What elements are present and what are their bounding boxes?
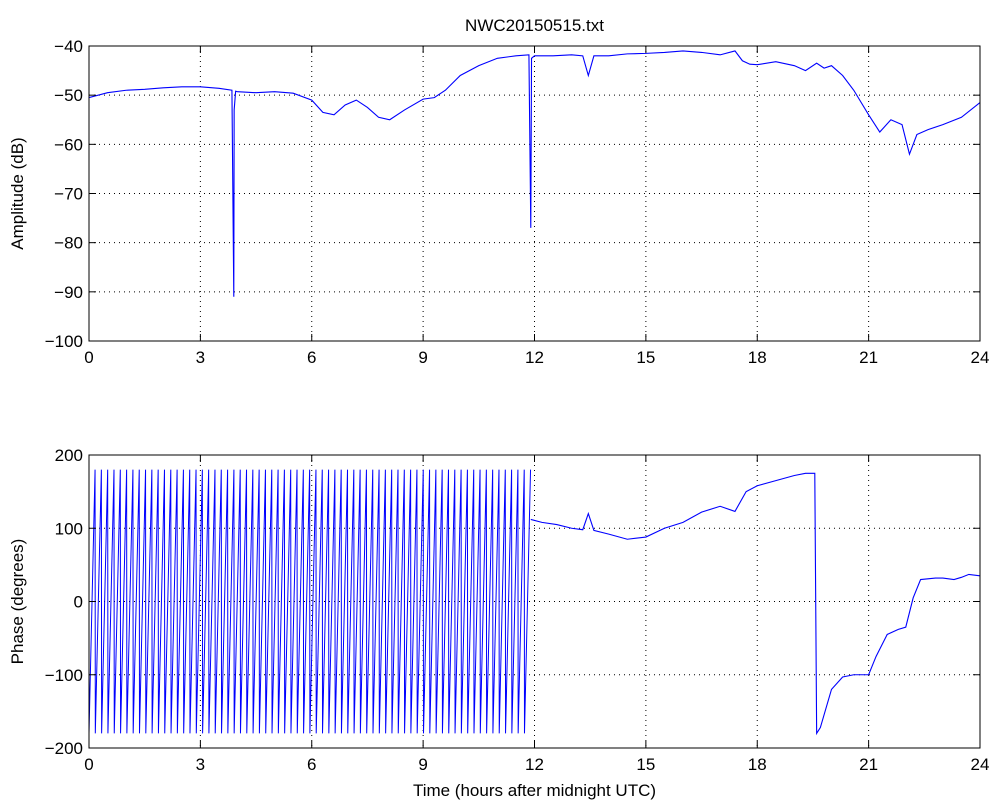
series-line-0 xyxy=(89,50,980,297)
chart-title: NWC20150515.txt xyxy=(465,16,604,35)
y-tick-label: −70 xyxy=(54,185,83,204)
x-tick-label: 3 xyxy=(196,348,205,367)
y-tick-label: −100 xyxy=(45,666,83,685)
x-tick-label: 18 xyxy=(748,348,767,367)
x-tick-label: 6 xyxy=(307,348,316,367)
x-tick-label: 18 xyxy=(748,755,767,774)
plot-panel-0: 0 3 6 9 12 15 18 21 24 −100 −90 −80 −70 −60 −50 −40 NWC2… xyxy=(8,16,989,367)
y-tick-label: 200 xyxy=(55,446,83,465)
x-tick-label: 6 xyxy=(307,755,316,774)
x-tick-label: 9 xyxy=(418,755,427,774)
x-tick-label: 21 xyxy=(859,348,878,367)
y-tick-label: −40 xyxy=(54,37,83,56)
x-tick-label: 15 xyxy=(636,348,655,367)
x-tick-label: 12 xyxy=(525,348,544,367)
y-tick-label: −60 xyxy=(54,135,83,154)
x-tick-label: 0 xyxy=(84,755,93,774)
x-tick-label: 24 xyxy=(971,348,990,367)
y-tick-label: 0 xyxy=(74,593,83,612)
y-tick-label: −200 xyxy=(45,739,83,758)
x-tick-label: 12 xyxy=(525,755,544,774)
x-tick-label: 21 xyxy=(859,755,878,774)
series-wrapped-phase xyxy=(89,469,532,734)
x-tick-label: 9 xyxy=(418,348,427,367)
x-tick-label: 0 xyxy=(84,348,93,367)
y-tick-label: −50 xyxy=(54,86,83,105)
x-tick-label: 15 xyxy=(636,755,655,774)
y-axis-label: Amplitude (dB) xyxy=(8,137,27,249)
y-tick-label: −100 xyxy=(45,332,83,351)
y-tick-label: −90 xyxy=(54,283,83,302)
x-axis-label: Time (hours after midnight UTC) xyxy=(413,781,656,800)
x-tick-label: 24 xyxy=(971,755,990,774)
y-tick-label: −80 xyxy=(54,234,83,253)
x-tick-label: 3 xyxy=(196,755,205,774)
y-tick-label: 100 xyxy=(55,519,83,538)
plot-panel-1: 0 3 6 9 12 15 18 21 24 −200 −100 0 100 200 Time (hours… xyxy=(8,446,989,800)
series-line-0 xyxy=(530,472,980,736)
y-axis-label: Phase (degrees) xyxy=(8,539,27,665)
